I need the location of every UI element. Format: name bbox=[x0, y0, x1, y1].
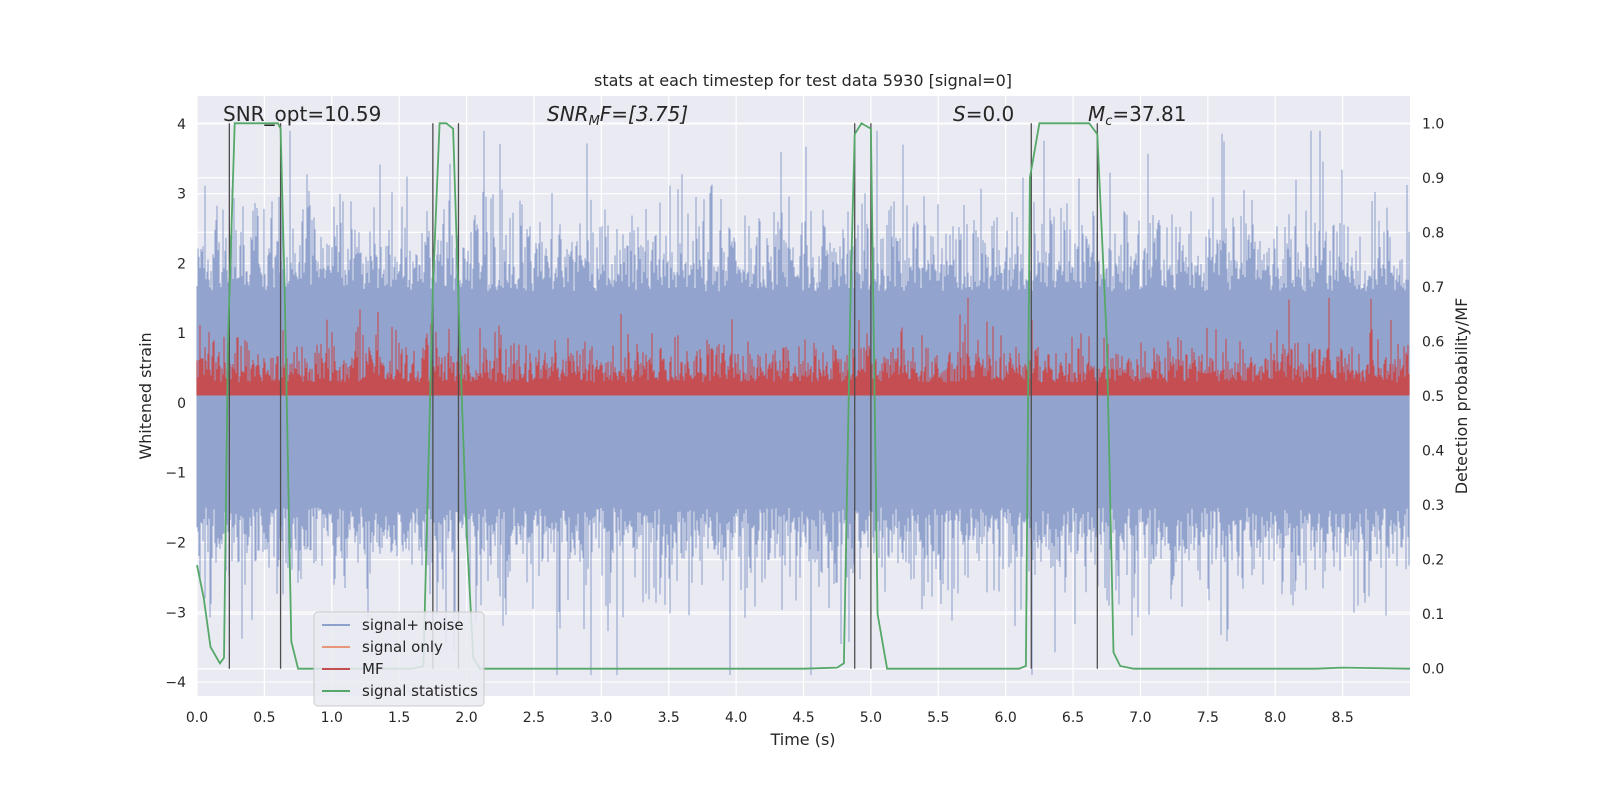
x-tick-label-0: 0.0 bbox=[186, 710, 208, 726]
y-left-tick-label-7: −3 bbox=[165, 605, 186, 621]
legend-label-mf: MF bbox=[362, 660, 384, 678]
mc-symbol: M bbox=[1088, 102, 1105, 126]
y-left-tick-label-3: 1 bbox=[177, 326, 186, 342]
x-tick-label-5: 2.5 bbox=[523, 710, 545, 726]
x-tick-label-1: 0.5 bbox=[253, 710, 275, 726]
y-right-tick-label-2: 0.8 bbox=[1422, 225, 1444, 241]
x-tick-label-17: 8.5 bbox=[1331, 710, 1353, 726]
y-left-axis-ticks: 4 3 2 1 0 −1 −2 −3 −4 bbox=[165, 117, 186, 691]
annotation-snr-mf: SNRMF=[3.75] bbox=[547, 102, 688, 129]
y-left-tick-label-4: 0 bbox=[177, 396, 186, 412]
x-tick-label-16: 8.0 bbox=[1264, 710, 1286, 726]
x-tick-label-15: 7.5 bbox=[1197, 710, 1219, 726]
x-tick-label-2: 1.0 bbox=[321, 710, 343, 726]
x-tick-label-3: 1.5 bbox=[388, 710, 410, 726]
y-right-tick-label-4: 0.6 bbox=[1422, 334, 1444, 350]
x-tick-label-9: 4.5 bbox=[792, 710, 814, 726]
snr-mf-value: F=[3.75] bbox=[600, 102, 688, 126]
y-right-tick-label-7: 0.3 bbox=[1422, 498, 1444, 514]
x-tick-label-13: 6.5 bbox=[1062, 710, 1084, 726]
event-markers bbox=[228, 123, 1098, 669]
y-left-tick-label-2: 2 bbox=[177, 256, 186, 272]
x-tick-label-7: 3.5 bbox=[658, 710, 680, 726]
y-right-axis-ticks: 1.0 0.9 0.8 0.7 0.6 0.5 0.4 0.3 0.2 0.1 0.0 bbox=[1422, 116, 1444, 677]
y-right-tick-label-6: 0.4 bbox=[1422, 444, 1444, 460]
annotation-snr-opt: SNR_opt=10.59 bbox=[223, 102, 381, 126]
annotation-mc: Mc=37.81 bbox=[1088, 102, 1186, 129]
legend-box bbox=[313, 611, 485, 707]
y-right-tick-label-0: 1.0 bbox=[1422, 116, 1444, 132]
x-tick-label-8: 4.0 bbox=[725, 710, 747, 726]
x-axis-label: Time (s) bbox=[769, 730, 835, 749]
x-tick-label-14: 7.0 bbox=[1129, 710, 1151, 726]
x-tick-label-4: 2.0 bbox=[455, 710, 477, 726]
legend-label-signal-only: signal only bbox=[362, 638, 443, 656]
x-axis-ticks: 0.0 0.5 1.0 1.5 2.0 2.5 3.0 3.5 4.0 4.5 5.0 5.5 6.0 6… bbox=[186, 710, 1354, 726]
x-tick-label-6: 3.0 bbox=[590, 710, 612, 726]
mc-value: =37.81 bbox=[1112, 102, 1186, 126]
y-right-tick-label-9: 0.1 bbox=[1422, 607, 1444, 623]
y-right-tick-label-1: 0.9 bbox=[1422, 171, 1444, 187]
x-tick-label-10: 5.0 bbox=[860, 710, 882, 726]
chart-title: stats at each timestep for test data 593… bbox=[594, 71, 1012, 90]
y-right-tick-label-10: 0.0 bbox=[1422, 662, 1444, 678]
y-left-tick-label-5: −1 bbox=[165, 466, 186, 482]
legend: signal+ noise signal only MF signal stat… bbox=[313, 611, 485, 707]
signal-statistics-series bbox=[196, 122, 1411, 670]
legend-label-noise: signal+ noise bbox=[362, 616, 464, 634]
y-left-tick-label-0: 4 bbox=[177, 117, 186, 133]
signal-statistics-line bbox=[196, 122, 1411, 670]
annotation-s: S=0.0 bbox=[953, 102, 1014, 126]
x-tick-label-12: 6.0 bbox=[995, 710, 1017, 726]
legend-label-signal-statistics: signal statistics bbox=[362, 682, 478, 700]
y-right-tick-label-5: 0.5 bbox=[1422, 389, 1444, 405]
s-symbol: S bbox=[953, 102, 966, 126]
mc-subscript: c bbox=[1105, 114, 1112, 129]
y-left-tick-label-6: −2 bbox=[165, 536, 186, 552]
y-left-tick-label-1: 3 bbox=[177, 187, 186, 203]
y-left-tick-label-8: −4 bbox=[165, 675, 186, 691]
y-right-tick-label-8: 0.2 bbox=[1422, 553, 1444, 569]
s-value: =0.0 bbox=[966, 102, 1015, 126]
y-left-axis-label: Whitened strain bbox=[136, 332, 155, 459]
mf-line bbox=[196, 297, 1410, 396]
y-right-tick-label-3: 0.7 bbox=[1422, 280, 1444, 296]
x-tick-label-11: 5.5 bbox=[927, 710, 949, 726]
snr-mf-symbol: SNR bbox=[547, 102, 589, 126]
snr-mf-subscript: M bbox=[589, 114, 600, 129]
y-right-axis-label: Detection probability/MF bbox=[1452, 298, 1471, 495]
mf-series bbox=[196, 297, 1410, 396]
